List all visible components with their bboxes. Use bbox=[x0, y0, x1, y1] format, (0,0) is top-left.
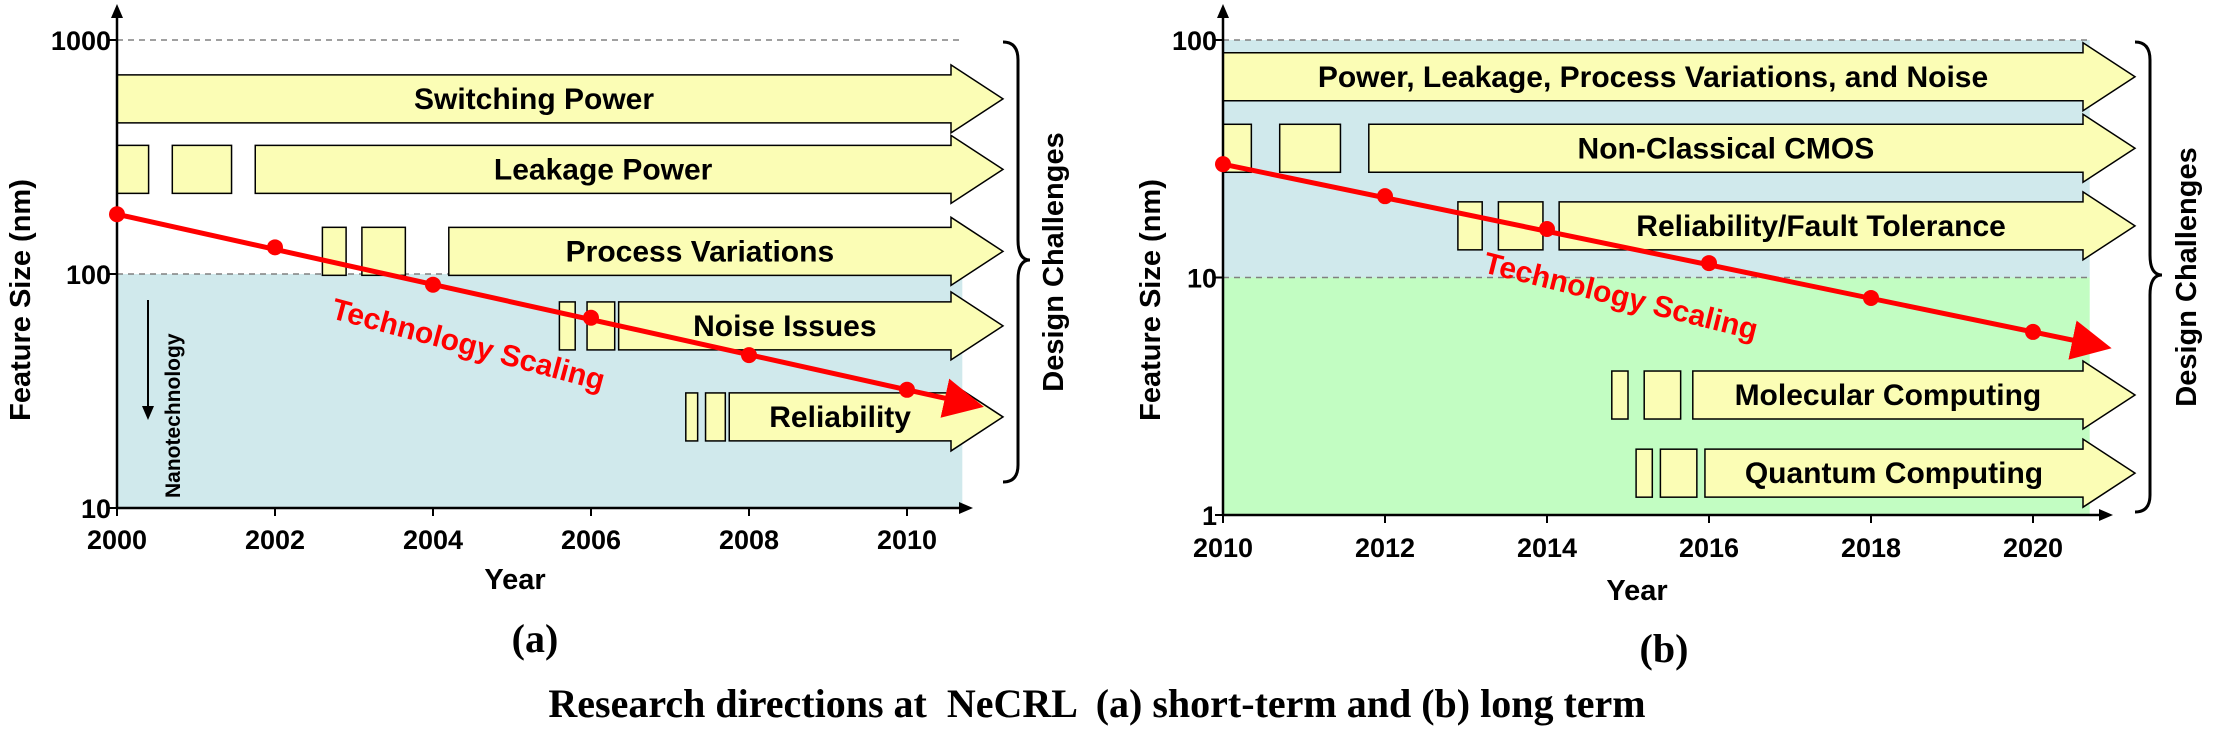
challenge-label: Power, Leakage, Process Variations, and … bbox=[1318, 61, 1988, 94]
brace-icon bbox=[2134, 40, 2163, 514]
challenge-arrow bbox=[1704, 437, 2137, 509]
data-point bbox=[109, 206, 125, 223]
x-tick-label: 2014 bbox=[1517, 533, 1577, 563]
x-tick-label: 2012 bbox=[1355, 533, 1415, 563]
challenge-label: Leakage Power bbox=[494, 153, 713, 186]
challenge-label: Reliability/Fault Tolerance bbox=[1636, 210, 2006, 243]
region-label: Nanotechnology bbox=[162, 333, 185, 498]
data-point bbox=[267, 239, 283, 256]
pre-block bbox=[704, 392, 727, 442]
data-point bbox=[1863, 289, 1879, 306]
panel-b: Power, Leakage, Process Variations, and … bbox=[1135, 4, 2203, 671]
data-point bbox=[2025, 323, 2041, 340]
data-point bbox=[899, 381, 915, 398]
pre-block bbox=[685, 392, 699, 442]
nanotechnology-annotation: Nanotechnology bbox=[142, 300, 185, 498]
x-tick-label: 2008 bbox=[719, 525, 779, 555]
challenge-label: Non-Classical CMOS bbox=[1578, 132, 1875, 165]
data-point bbox=[583, 309, 599, 326]
challenge-arrow bbox=[254, 133, 1005, 205]
challenge-label: Switching Power bbox=[414, 83, 654, 116]
y-axis-arrow-icon bbox=[1217, 4, 1229, 18]
challenge-label: Noise Issues bbox=[693, 310, 876, 343]
x-axis-arrow-icon bbox=[959, 502, 973, 514]
pre-block bbox=[1635, 448, 1654, 498]
x-tick-label: 2010 bbox=[1193, 533, 1253, 563]
pre-block bbox=[1659, 448, 1698, 498]
x-tick-label: 2018 bbox=[1841, 533, 1901, 563]
figure-caption: Research directions at NeCRL (a) short-t… bbox=[548, 681, 1645, 726]
y-tick-label: 10 bbox=[1187, 264, 1217, 294]
challenge-arrows: Power, Leakage, Process Variations, and … bbox=[1222, 41, 2137, 509]
design-challenges-label: Design Challenges bbox=[1038, 132, 1070, 391]
down-arrow-head-icon bbox=[142, 406, 154, 420]
pre-block bbox=[1278, 123, 1342, 174]
y-axis-label: Feature Size (nm) bbox=[1135, 179, 1167, 421]
challenge-label: Process Variations bbox=[566, 235, 834, 268]
y-axis-arrow-icon bbox=[111, 4, 123, 18]
x-axis-label: Year bbox=[484, 564, 545, 596]
data-point bbox=[1539, 221, 1555, 238]
y-tick-label: 100 bbox=[66, 260, 111, 290]
pre-block bbox=[116, 144, 150, 195]
y-tick-label: 1 bbox=[1202, 501, 1217, 531]
data-point bbox=[425, 276, 441, 293]
challenge-arrow bbox=[1692, 359, 2137, 431]
pre-block bbox=[558, 301, 576, 351]
challenge-arrow bbox=[1368, 112, 2137, 184]
data-point bbox=[1701, 255, 1717, 272]
panel-label: (b) bbox=[1640, 626, 1689, 671]
challenge-arrow bbox=[448, 215, 1005, 287]
y-tick-label: 100 bbox=[1172, 26, 1217, 56]
data-point bbox=[741, 347, 757, 364]
pre-block bbox=[171, 144, 233, 195]
design-challenges-label: Design Challenges bbox=[2171, 147, 2203, 406]
panel-a: Switching Power Leakage Power Process Vari… bbox=[5, 4, 1070, 661]
data-point bbox=[1377, 188, 1393, 205]
brace-icon bbox=[1002, 40, 1031, 484]
challenge-arrows: Switching Power Leakage Power Process Vari… bbox=[116, 63, 1005, 453]
x-tick-label: 2004 bbox=[403, 525, 463, 555]
y-tick-label: 10 bbox=[81, 494, 111, 524]
y-tick-label: 1000 bbox=[51, 26, 111, 56]
x-tick-label: 2020 bbox=[2003, 533, 2063, 563]
y-axis-label: Feature Size (nm) bbox=[5, 179, 37, 421]
x-tick-label: 2010 bbox=[877, 525, 937, 555]
technology-scaling-series bbox=[1215, 156, 2112, 360]
technology-scaling-series bbox=[109, 206, 984, 418]
challenge-label: Quantum Computing bbox=[1745, 457, 2043, 490]
challenge-arrow bbox=[116, 63, 1005, 135]
x-tick-label: 2006 bbox=[561, 525, 621, 555]
pre-block bbox=[1457, 201, 1483, 251]
x-tick-label: 2016 bbox=[1679, 533, 1739, 563]
data-point bbox=[1215, 156, 1231, 173]
pre-block bbox=[1611, 370, 1629, 420]
trend-line bbox=[1222, 161, 2112, 360]
challenge-blocks bbox=[116, 144, 727, 442]
x-tick-label: 2002 bbox=[245, 525, 305, 555]
x-axis-label: Year bbox=[1606, 575, 1667, 607]
x-tick-label: 2000 bbox=[87, 525, 147, 555]
panel-label: (a) bbox=[512, 616, 559, 661]
pre-block bbox=[1643, 370, 1682, 420]
x-axis-arrow-icon bbox=[2099, 509, 2113, 521]
challenge-arrow bbox=[617, 290, 1005, 362]
challenge-arrow bbox=[1222, 41, 2137, 113]
axes: 2000 2002 2004 2006 2008 2010 10 100 1000 bbox=[51, 4, 973, 555]
challenge-label: Molecular Computing bbox=[1735, 379, 2042, 412]
axes: 2010 2012 2014 2016 2018 2020 1 10 100 bbox=[1172, 4, 2113, 563]
challenge-label: Reliability bbox=[769, 401, 911, 434]
trend-line bbox=[116, 211, 984, 418]
pre-block bbox=[321, 226, 347, 277]
